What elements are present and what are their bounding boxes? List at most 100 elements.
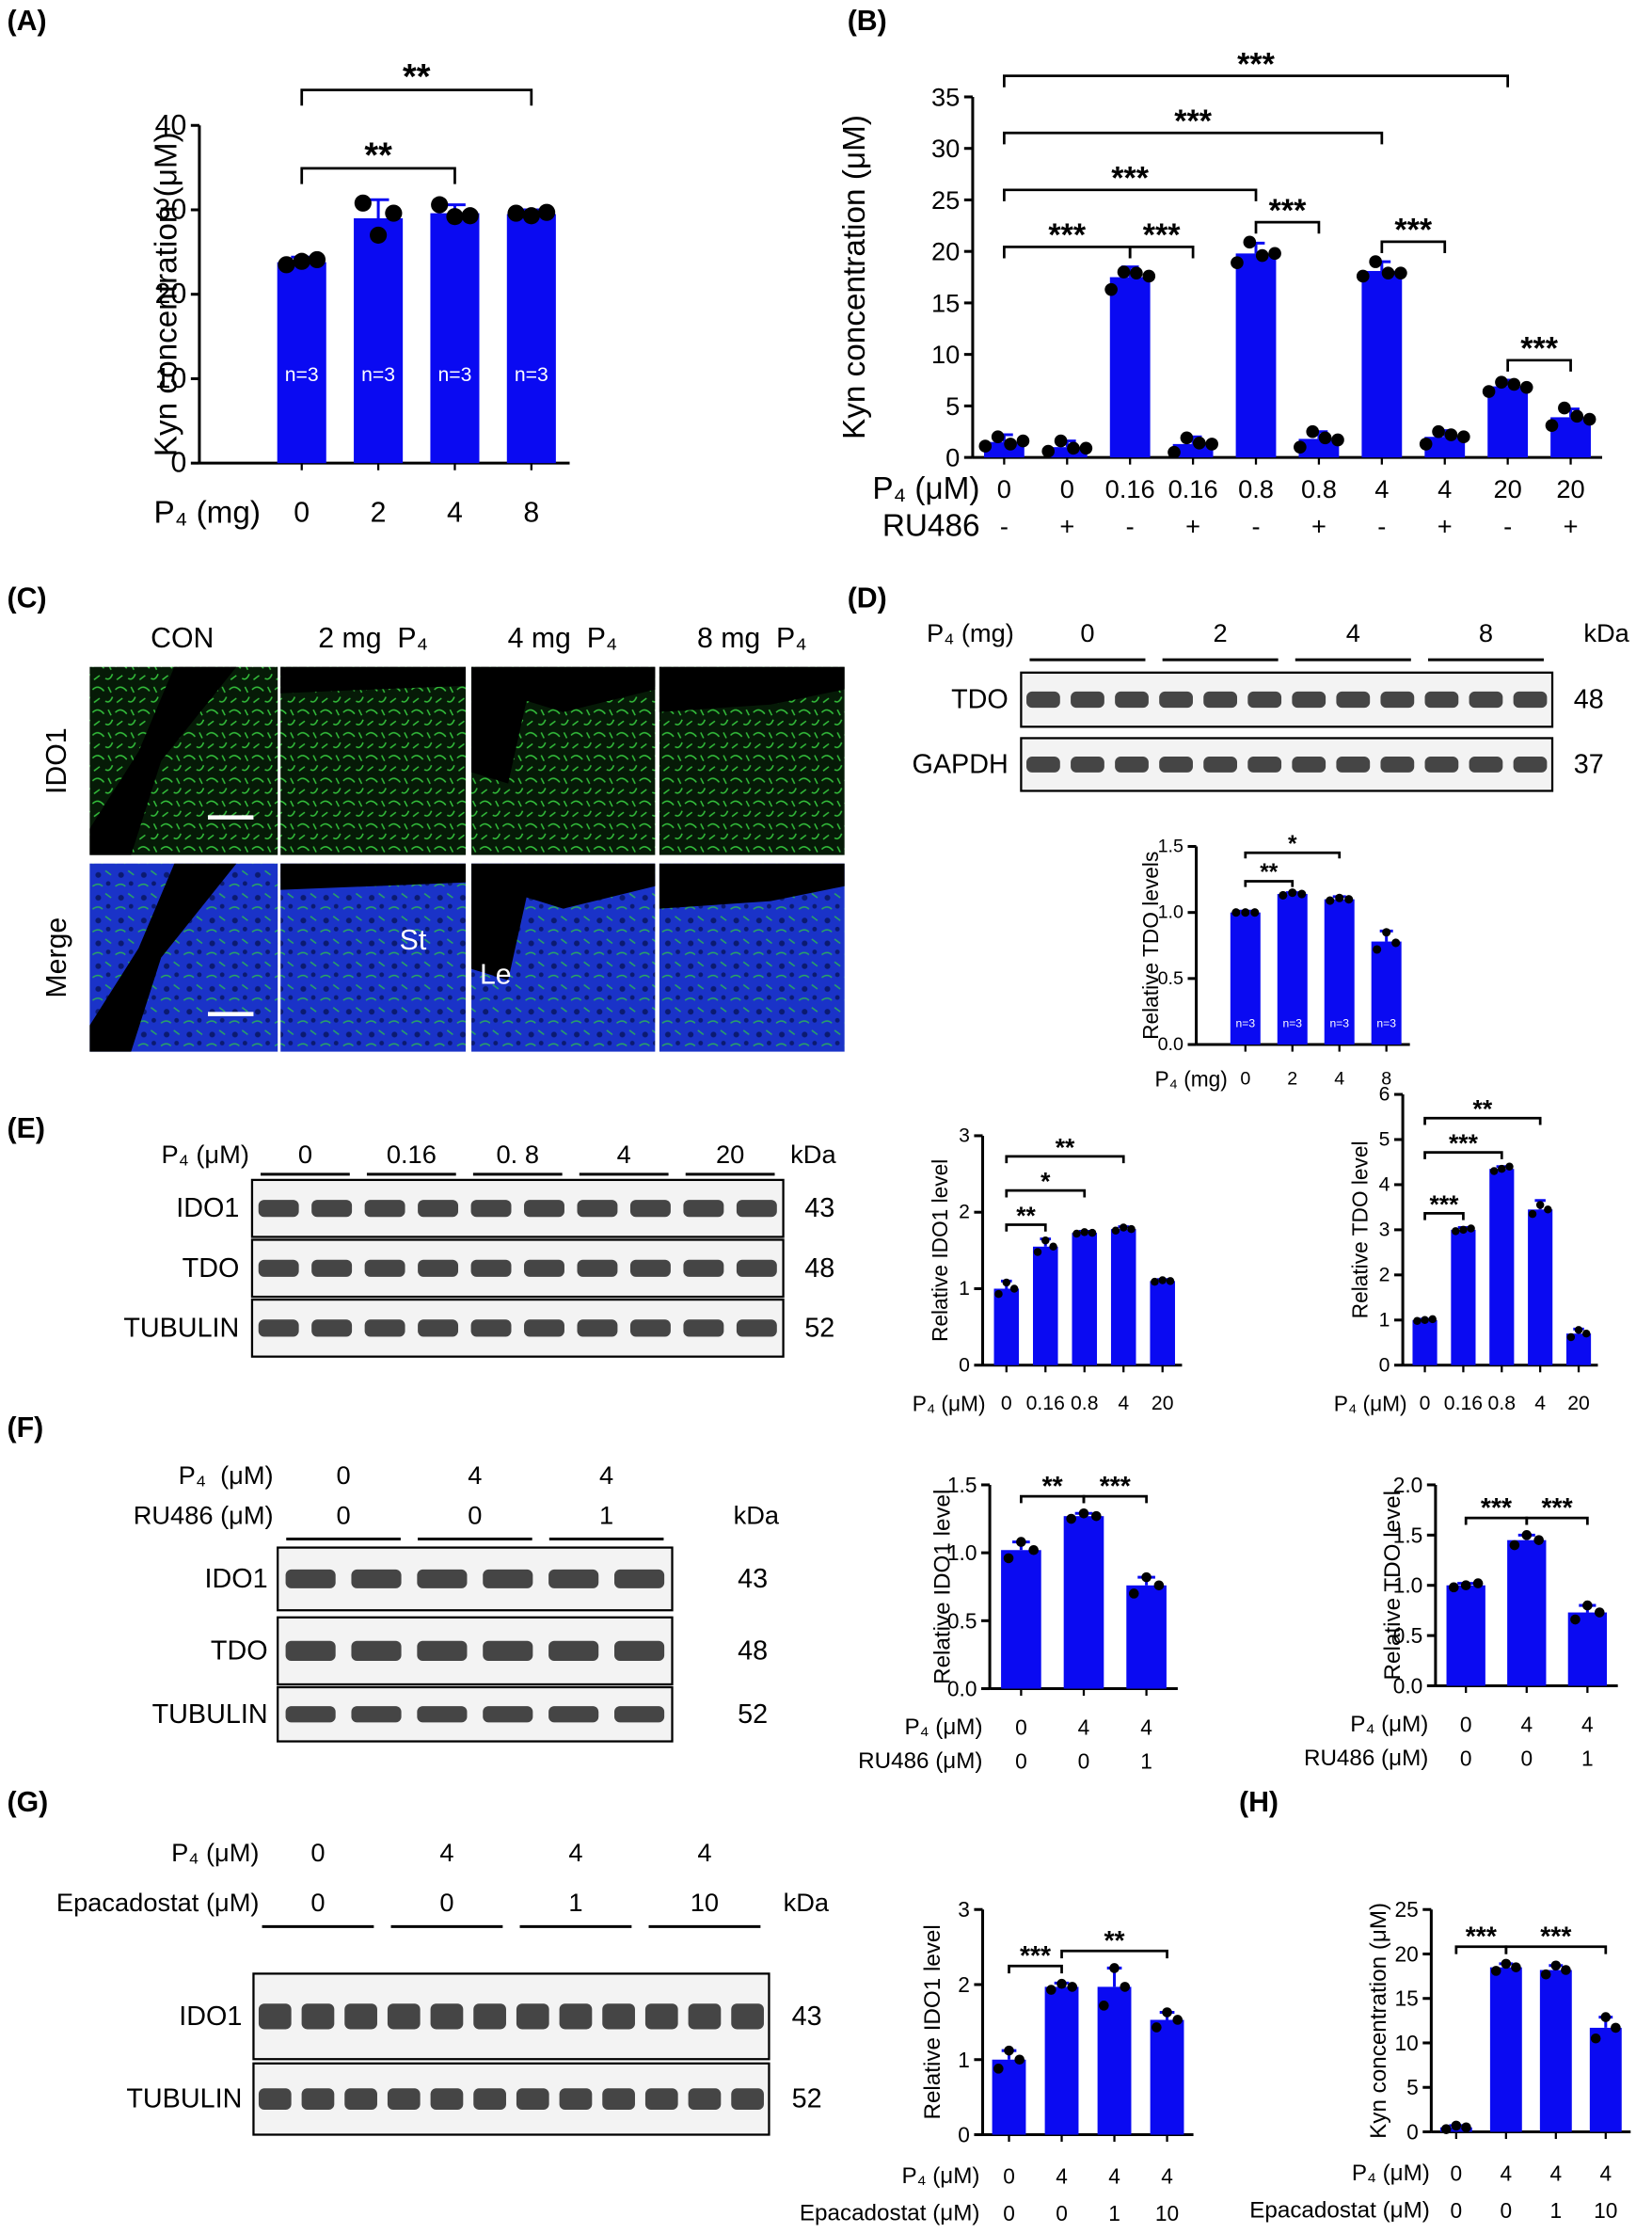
blot-band bbox=[1159, 757, 1193, 773]
bar bbox=[1126, 1585, 1167, 1689]
data-point bbox=[1566, 1332, 1576, 1342]
blot-band-size: 52 bbox=[738, 1699, 768, 1730]
x-row-label: P₄ (mg) bbox=[154, 496, 261, 531]
data-point bbox=[1419, 438, 1433, 451]
x-row-label: P₄ (mg) bbox=[1155, 1066, 1228, 1091]
data-point bbox=[1288, 888, 1297, 898]
blot-band bbox=[1380, 691, 1415, 709]
significance-bracket bbox=[1423, 1116, 1542, 1125]
blot-group-label: 4 bbox=[439, 1838, 453, 1867]
x-tick-label: - bbox=[1377, 511, 1386, 540]
blot-group-label: 1 bbox=[568, 1888, 582, 1917]
y-tick-label: 1.5 bbox=[947, 1473, 977, 1497]
significance-label: * bbox=[1040, 1168, 1051, 1196]
data-point bbox=[431, 196, 449, 214]
data-point bbox=[1331, 433, 1344, 447]
data-point bbox=[1461, 2122, 1471, 2133]
bar bbox=[430, 213, 480, 464]
blot-band bbox=[470, 1259, 512, 1277]
data-point bbox=[1590, 2033, 1601, 2044]
blot-unit: kDa bbox=[790, 1140, 836, 1169]
x-tick-label: 20 bbox=[1152, 1393, 1174, 1414]
bar bbox=[1489, 1967, 1522, 2132]
blot-band bbox=[731, 2003, 764, 2030]
x-tick-label: 20 bbox=[1493, 474, 1521, 503]
blot-band bbox=[1247, 757, 1282, 773]
blot-band-name: IDO1 bbox=[204, 1564, 267, 1594]
y-axis-label: Relative TDO level bbox=[1380, 1491, 1406, 1680]
blot-band bbox=[577, 1259, 618, 1277]
x-tick-label: 0.8 bbox=[1301, 474, 1337, 503]
blot-group-label: 4 bbox=[697, 1838, 711, 1867]
x-tick-label: 4 bbox=[447, 498, 463, 529]
blot-band bbox=[301, 2088, 335, 2111]
data-point bbox=[1279, 890, 1288, 900]
blot-membrane bbox=[277, 1546, 674, 1612]
significance-label: *** bbox=[1449, 1129, 1479, 1157]
blot-group-label: 8 bbox=[1479, 618, 1493, 647]
data-point bbox=[1570, 409, 1584, 423]
blot-band bbox=[1203, 691, 1238, 709]
blot-band bbox=[1115, 757, 1149, 773]
x-tick-label: 0 bbox=[1460, 1747, 1472, 1771]
y-tick-label: 4 bbox=[1379, 1173, 1390, 1195]
data-point bbox=[1356, 269, 1370, 283]
bar bbox=[1150, 2019, 1184, 2135]
blot-band bbox=[1026, 691, 1060, 709]
significance-label: *** bbox=[1481, 1493, 1513, 1523]
data-point bbox=[1088, 1228, 1097, 1237]
x-tick-label: 4 bbox=[1534, 1393, 1546, 1414]
data-point bbox=[978, 439, 993, 453]
data-point bbox=[1016, 1537, 1026, 1547]
data-point bbox=[293, 252, 310, 270]
x-row-label: P₄ (μM) bbox=[1352, 2161, 1430, 2186]
data-point bbox=[1255, 248, 1269, 263]
significance-label: ** bbox=[1042, 1472, 1064, 1502]
micrograph-column-label: 8 mg P₄ bbox=[697, 623, 807, 654]
data-point bbox=[1482, 385, 1496, 398]
bar bbox=[1298, 439, 1340, 458]
x-tick-label: - bbox=[1126, 511, 1135, 540]
significance-label: *** bbox=[1394, 213, 1432, 248]
micrograph-row-label: IDO1 bbox=[41, 727, 72, 794]
tissue-lumen bbox=[280, 666, 467, 694]
y-tick-label: 10 bbox=[931, 340, 960, 369]
x-tick-label: + bbox=[1564, 511, 1579, 540]
blot-band bbox=[559, 2088, 593, 2111]
x-tick-label: 0 bbox=[1460, 1712, 1472, 1736]
data-point bbox=[1231, 908, 1241, 917]
data-point bbox=[385, 204, 403, 222]
data-point bbox=[1611, 2022, 1621, 2034]
blot-band bbox=[1424, 691, 1459, 709]
blot-band bbox=[1247, 691, 1282, 709]
micrograph-column-label: 4 mg P₄ bbox=[508, 623, 618, 654]
blot-band bbox=[644, 2088, 678, 2111]
bar bbox=[1046, 447, 1088, 458]
blot-band-name: GAPDH bbox=[913, 749, 1009, 779]
bar bbox=[1528, 1209, 1553, 1365]
data-point bbox=[1501, 1958, 1512, 1970]
blot-condition-label: P₄ (μM) bbox=[162, 1140, 249, 1169]
significance-bracket bbox=[1423, 1151, 1503, 1159]
y-axis-label: Relative TDO level bbox=[1348, 1140, 1373, 1318]
y-tick-label: 25 bbox=[931, 185, 960, 215]
x-tick-label: 0 bbox=[1015, 1749, 1027, 1774]
significance-label: *** bbox=[1020, 1941, 1052, 1971]
blot-band bbox=[1115, 691, 1149, 709]
blot-group-label: 0 bbox=[336, 1500, 350, 1529]
blot-condition-label: P₄ (μM) bbox=[171, 1838, 259, 1867]
blot-band bbox=[731, 2088, 764, 2111]
x-tick-label: 8 bbox=[1381, 1068, 1391, 1089]
y-tick-label: 25 bbox=[1394, 1897, 1418, 1922]
blot-unit: kDa bbox=[784, 1888, 830, 1917]
blot-band bbox=[285, 1640, 336, 1662]
data-point bbox=[1268, 247, 1281, 261]
data-point bbox=[1127, 1224, 1136, 1234]
data-point bbox=[1519, 380, 1533, 394]
x-tick-label: 0 bbox=[1056, 2201, 1068, 2225]
x-row-label: P₄ (μM) bbox=[901, 2163, 979, 2189]
y-axis-label: Relative TDO levels bbox=[1138, 852, 1163, 1040]
data-point bbox=[1489, 1167, 1499, 1175]
data-point bbox=[1574, 1326, 1583, 1334]
